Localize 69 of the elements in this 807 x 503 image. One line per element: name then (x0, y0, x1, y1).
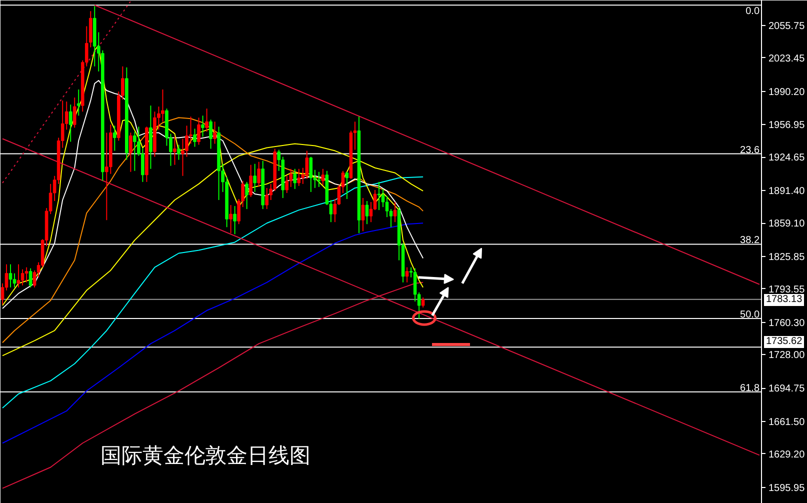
candlestick (405, 266, 409, 283)
candlestick (297, 168, 301, 186)
candlestick (265, 187, 268, 210)
candlestick (253, 163, 256, 192)
candlestick (321, 168, 325, 186)
annotation: 0.0 (746, 6, 760, 18)
line-series (2, 176, 424, 408)
candlestick (345, 171, 349, 200)
candlestick (317, 171, 321, 188)
annotation: 38.2 (740, 235, 760, 246)
candlestick (177, 144, 180, 160)
y-tick-label: 1694.75 (768, 384, 806, 395)
candlestick (161, 89, 164, 122)
candlestick (209, 119, 212, 150)
annotation: 61.8 (740, 382, 760, 394)
y-tick-label: 1924.65 (768, 152, 806, 164)
y-tick-label: 1793.55 (768, 284, 806, 296)
y-tick-label: 1629.20 (768, 449, 806, 460)
candlestick (129, 132, 132, 172)
y-tick-label: 1728.00 (768, 350, 806, 362)
candlestick (381, 188, 385, 208)
candlestick (24, 266, 28, 283)
candlestick (68, 104, 72, 142)
candlestick (76, 89, 80, 116)
candlestick (233, 206, 236, 235)
y-tick-label: 1661.50 (768, 417, 806, 428)
y-tick-label: 1859.10 (768, 218, 806, 230)
candlestick (28, 268, 32, 288)
candlestick (193, 128, 196, 148)
candlestick (361, 198, 365, 232)
candlestick (285, 175, 289, 194)
candlestick (20, 268, 24, 286)
text: 国际黄金伦敦金日线图 (100, 444, 310, 468)
ref-line-label: 1783.13 (764, 294, 804, 306)
candlestick (12, 272, 16, 288)
candlestick (229, 204, 232, 234)
annotation: 23.6 (740, 144, 760, 156)
ref-line-label: 1735.62 (764, 336, 804, 348)
candlestick (185, 125, 188, 158)
candlestick (173, 136, 176, 166)
candlestick (72, 97, 76, 128)
y-tick-label: 1825.85 (768, 252, 806, 263)
candlestick (257, 161, 260, 188)
y-tick-label: 2055.75 (768, 20, 806, 32)
candlestick (8, 264, 12, 288)
candlestick (377, 181, 381, 211)
candlestick (201, 115, 204, 138)
candlestick (205, 108, 208, 132)
y-tick-label: 1595.95 (768, 482, 806, 494)
candlestick (385, 195, 389, 218)
candlestick (309, 156, 313, 192)
line-series (2, 222, 424, 444)
y-tick-label: 1760.30 (768, 318, 806, 329)
candlestick (249, 164, 252, 198)
y-tick-label: 1891.40 (768, 186, 806, 198)
candlestick (113, 125, 116, 152)
y-tick-label: 1956.95 (768, 120, 806, 132)
candlestick (197, 117, 200, 146)
annotation: 50.0 (740, 310, 760, 321)
candlestick (293, 168, 297, 190)
candlestick (421, 296, 425, 308)
y-tick-label: 1990.20 (768, 86, 806, 98)
y-tick-label: 2023.45 (768, 53, 806, 64)
candlestick (16, 264, 20, 288)
candlestick (393, 202, 397, 223)
line-series (2, 117, 424, 344)
candlestick (213, 121, 216, 144)
candlestick (365, 200, 369, 225)
candlestick (245, 181, 248, 210)
